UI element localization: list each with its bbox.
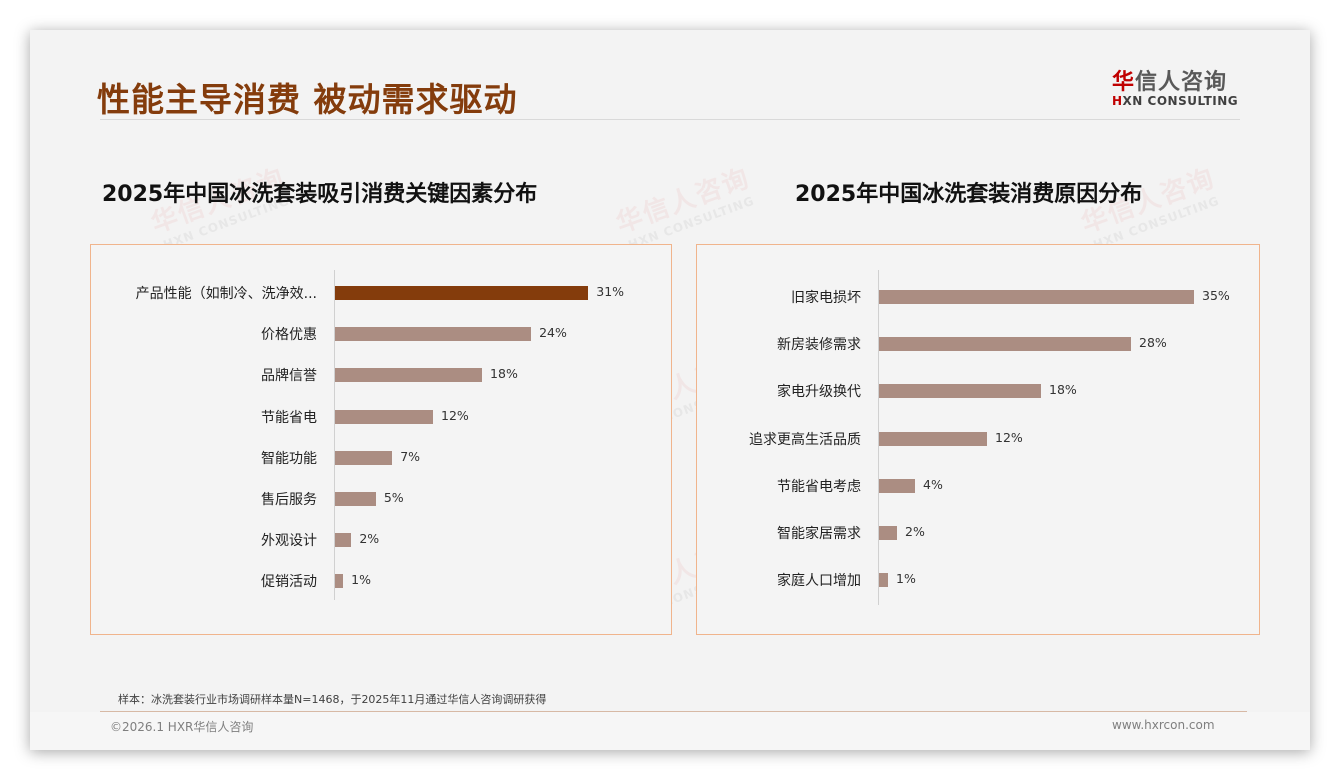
category-label: 智能功能 xyxy=(261,450,317,467)
bar xyxy=(335,368,483,383)
copyright: ©2026.1 HXR华信人咨询 xyxy=(110,720,254,734)
value-label: 18% xyxy=(490,366,518,382)
value-label: 35% xyxy=(1202,288,1230,303)
bar xyxy=(335,574,344,589)
category-label: 价格优惠 xyxy=(261,327,317,344)
category-label: 家庭人口增加 xyxy=(777,573,861,590)
company-logo: 华信人咨询 HXN CONSULTING xyxy=(1112,64,1238,108)
value-label: 4% xyxy=(923,476,943,492)
bar xyxy=(879,573,888,588)
category-label: 产品性能（如制冷、洗净效... xyxy=(135,286,317,302)
chart-title-left: 2025年中国冰洗套装吸引消费关键因素分布 xyxy=(102,182,538,207)
bar xyxy=(335,327,532,342)
category-label: 售后服务 xyxy=(261,492,317,508)
sample-note: 样本：冰洗套装行业市场调研样本量N=1468，于2025年11月通过华信人咨询调… xyxy=(118,693,547,706)
y-axis-line xyxy=(878,270,879,605)
page-title: 性能主导消费 被动需求驱动 xyxy=(97,80,518,119)
y-axis-line xyxy=(334,270,335,600)
category-label: 追求更高生活品质 xyxy=(749,431,861,448)
category-label: 旧家电损坏 xyxy=(791,290,861,306)
chart-panel-left: 产品性能（如制冷、洗净效... 31% 价格优惠 24% 品牌信誉 18% 节能省电 12% 智… xyxy=(90,244,672,635)
value-label: 31% xyxy=(596,284,625,299)
title-divider xyxy=(100,119,1240,120)
category-label: 外观设计 xyxy=(261,533,317,550)
category-label: 家电升级换代 xyxy=(777,384,861,401)
bar xyxy=(335,450,393,465)
footer-background xyxy=(30,712,1310,750)
category-label: 品牌信誉 xyxy=(261,368,317,385)
bar xyxy=(879,337,1131,352)
website-link[interactable]: www.hxrcon.com xyxy=(1112,718,1215,732)
value-label: 5% xyxy=(383,490,404,505)
chart-title-right: 2025年中国冰洗套装消费原因分布 xyxy=(795,182,1143,207)
value-label: 1% xyxy=(896,571,916,587)
value-label: 18% xyxy=(1049,382,1077,398)
bar xyxy=(879,431,987,446)
category-label: 促销活动 xyxy=(261,574,317,591)
slide: 性能主导消费 被动需求驱动 华信人咨询 HXN CONSULTING 华信人咨询… xyxy=(30,30,1310,750)
value-label: 7% xyxy=(400,448,421,464)
watermark-cn: 华信人咨询 xyxy=(612,163,755,240)
bar xyxy=(335,533,352,548)
logo-cn-rest: 信人咨询 xyxy=(1135,70,1228,95)
bar xyxy=(879,384,1041,399)
value-label: 2% xyxy=(905,524,925,539)
value-label: 12% xyxy=(441,407,469,423)
bar xyxy=(879,290,1194,304)
value-label: 1% xyxy=(351,572,371,588)
category-label: 智能家居需求 xyxy=(777,526,861,542)
value-label: 28% xyxy=(1139,335,1167,351)
logo-en-accent: H xyxy=(1112,94,1123,108)
logo-en: HXN CONSULTING xyxy=(1112,94,1238,108)
value-label: 24% xyxy=(539,325,567,341)
value-label: 2% xyxy=(359,531,380,547)
logo-cn: 华信人咨询 xyxy=(1112,64,1238,96)
category-label: 节能省电 xyxy=(261,409,317,426)
bar xyxy=(335,492,376,506)
category-label: 新房装修需求 xyxy=(777,337,861,354)
chart-panel-right: 旧家电损坏 35% 新房装修需求 28% 家电升级换代 18% 追求更高生活品质 12% 节能省… xyxy=(696,244,1260,635)
category-label: 节能省电考虑 xyxy=(777,478,861,495)
footer-divider xyxy=(100,711,1247,712)
value-label: 12% xyxy=(995,429,1023,445)
bar xyxy=(335,409,434,424)
logo-en-rest: XN CONSULTING xyxy=(1122,94,1239,108)
bar xyxy=(879,478,915,493)
logo-cn-accent: 华 xyxy=(1112,70,1136,95)
bar xyxy=(335,286,589,300)
bar xyxy=(879,526,897,540)
